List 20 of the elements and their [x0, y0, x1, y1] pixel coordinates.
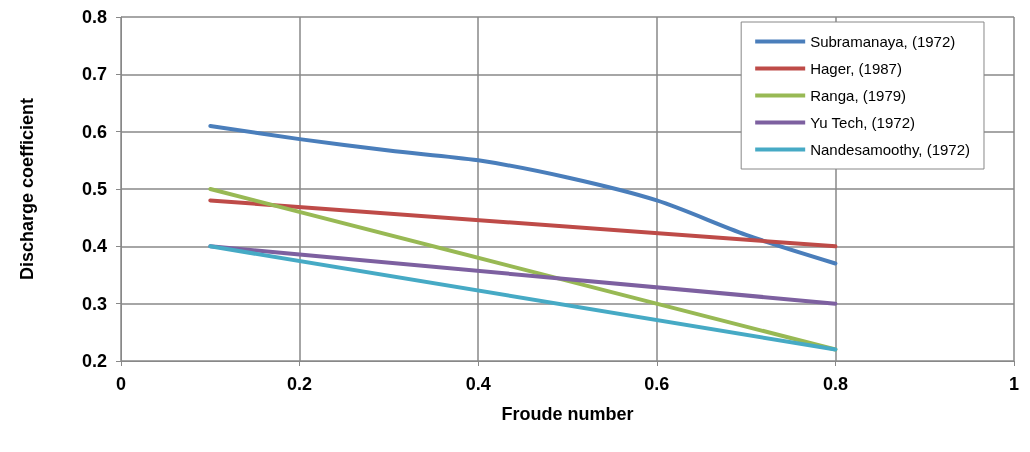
y-tick-label: 0.7	[81, 64, 107, 85]
legend-label: Nandesamoothy, (1972)	[810, 141, 971, 158]
x-tick-label: 0.4	[465, 374, 491, 394]
y-tick-label: 0.8	[81, 7, 107, 27]
legend-label: Subramanaya, (1972)	[810, 33, 956, 50]
legend-label: Ranga, (1979)	[810, 87, 907, 104]
x-tick-label: 0.6	[644, 374, 670, 394]
y-tick-label: 0.3	[81, 293, 107, 314]
legend-label: Hager, (1987)	[810, 60, 902, 77]
x-tick-label: 0.2	[287, 374, 313, 394]
y-axis-title: Discharge coefficient	[17, 97, 37, 281]
x-tick-label: 0.8	[822, 374, 848, 394]
x-axis-title: Froude number	[501, 404, 634, 424]
x-tick-label: 1	[1008, 374, 1019, 394]
legend-label: Yu Tech, (1972)	[810, 114, 915, 131]
y-tick-label: 0.4	[81, 236, 107, 257]
y-tick-label: 0.6	[81, 121, 107, 142]
x-tick-label: 0	[115, 374, 127, 394]
y-tick-label: 0.5	[81, 179, 107, 199]
y-tick-label: 0.2	[81, 351, 107, 371]
